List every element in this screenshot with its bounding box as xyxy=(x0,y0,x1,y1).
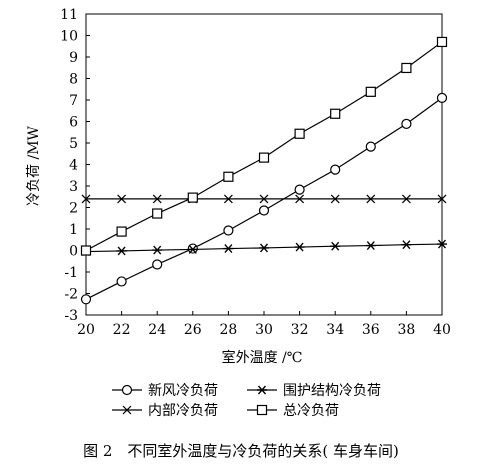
marker xyxy=(258,152,270,163)
y-tick-label: -2 xyxy=(64,287,78,303)
marker xyxy=(401,118,412,129)
marker xyxy=(258,205,270,216)
marker xyxy=(365,141,376,152)
caption: 图 2 不同室外温度与冷负荷的关系( 车身车间) xyxy=(83,442,399,460)
y-tick-label: 4 xyxy=(69,158,78,174)
y-tick-label: 2 xyxy=(69,201,78,217)
marker xyxy=(259,194,269,204)
legend-marker xyxy=(256,404,268,416)
legend-marker xyxy=(257,385,267,395)
marker xyxy=(223,225,234,236)
marker xyxy=(436,92,448,103)
x-tick-label: 26 xyxy=(184,322,202,338)
x-tick-label: 30 xyxy=(255,322,273,338)
y-axis-label: 冷负荷 /MW xyxy=(26,125,42,206)
marker xyxy=(294,184,305,195)
marker xyxy=(81,194,91,204)
marker xyxy=(401,240,412,250)
y-tick-label: 5 xyxy=(69,136,78,152)
marker xyxy=(330,194,340,204)
y-tick-label: 10 xyxy=(60,29,78,45)
y-tick-label: 3 xyxy=(69,179,78,195)
marker xyxy=(401,62,412,74)
marker xyxy=(223,244,234,254)
marker xyxy=(187,192,198,203)
x-tick-label: 34 xyxy=(326,322,344,338)
marker xyxy=(401,194,411,204)
marker xyxy=(116,226,127,237)
y-tick-label: 0 xyxy=(69,244,78,260)
y-tick-label: 1 xyxy=(69,222,78,238)
marker xyxy=(294,242,305,252)
marker xyxy=(365,86,376,97)
marker xyxy=(436,36,448,48)
marker xyxy=(80,294,92,305)
y-tick-label: 9 xyxy=(69,50,78,66)
marker xyxy=(437,239,447,249)
legend-marker xyxy=(122,405,132,415)
marker xyxy=(116,276,127,287)
marker xyxy=(117,194,127,204)
y-tick-label: -1 xyxy=(64,265,78,281)
marker xyxy=(259,243,269,253)
legend-label: 围护结构冷负荷 xyxy=(283,383,381,399)
marker xyxy=(152,194,162,204)
marker xyxy=(152,208,163,219)
marker xyxy=(365,241,376,251)
y-tick-label: 8 xyxy=(69,72,78,88)
x-tick-label: 28 xyxy=(219,322,237,338)
x-tick-label: 40 xyxy=(433,322,451,338)
marker xyxy=(437,194,447,204)
y-tick-label: 6 xyxy=(69,115,78,131)
legend-label: 新风冷负荷 xyxy=(148,383,218,399)
x-tick-label: 24 xyxy=(148,322,166,338)
y-tick-label: 11 xyxy=(60,7,78,23)
legend-marker xyxy=(121,384,133,396)
marker xyxy=(187,244,198,254)
y-tick-label: -3 xyxy=(64,308,78,324)
marker xyxy=(366,194,376,204)
marker xyxy=(295,194,305,204)
marker xyxy=(152,259,163,270)
marker xyxy=(116,246,127,256)
marker xyxy=(80,245,92,256)
legend-label: 内部冷负荷 xyxy=(148,403,218,419)
x-tick-label: 32 xyxy=(291,322,309,338)
marker xyxy=(223,194,233,204)
x-axis-label: 室外温度 /℃ xyxy=(222,349,303,366)
marker xyxy=(294,128,305,139)
x-tick-label: 36 xyxy=(362,322,380,338)
marker xyxy=(330,164,341,175)
marker xyxy=(330,108,341,119)
x-tick-label: 22 xyxy=(113,322,131,338)
marker xyxy=(330,241,341,251)
x-tick-label: 20 xyxy=(77,322,95,338)
marker xyxy=(152,245,163,255)
legend-label: 总冷负荷 xyxy=(283,403,339,419)
x-tick-label: 38 xyxy=(397,322,415,338)
marker xyxy=(223,171,234,182)
y-tick-label: 7 xyxy=(69,93,78,109)
